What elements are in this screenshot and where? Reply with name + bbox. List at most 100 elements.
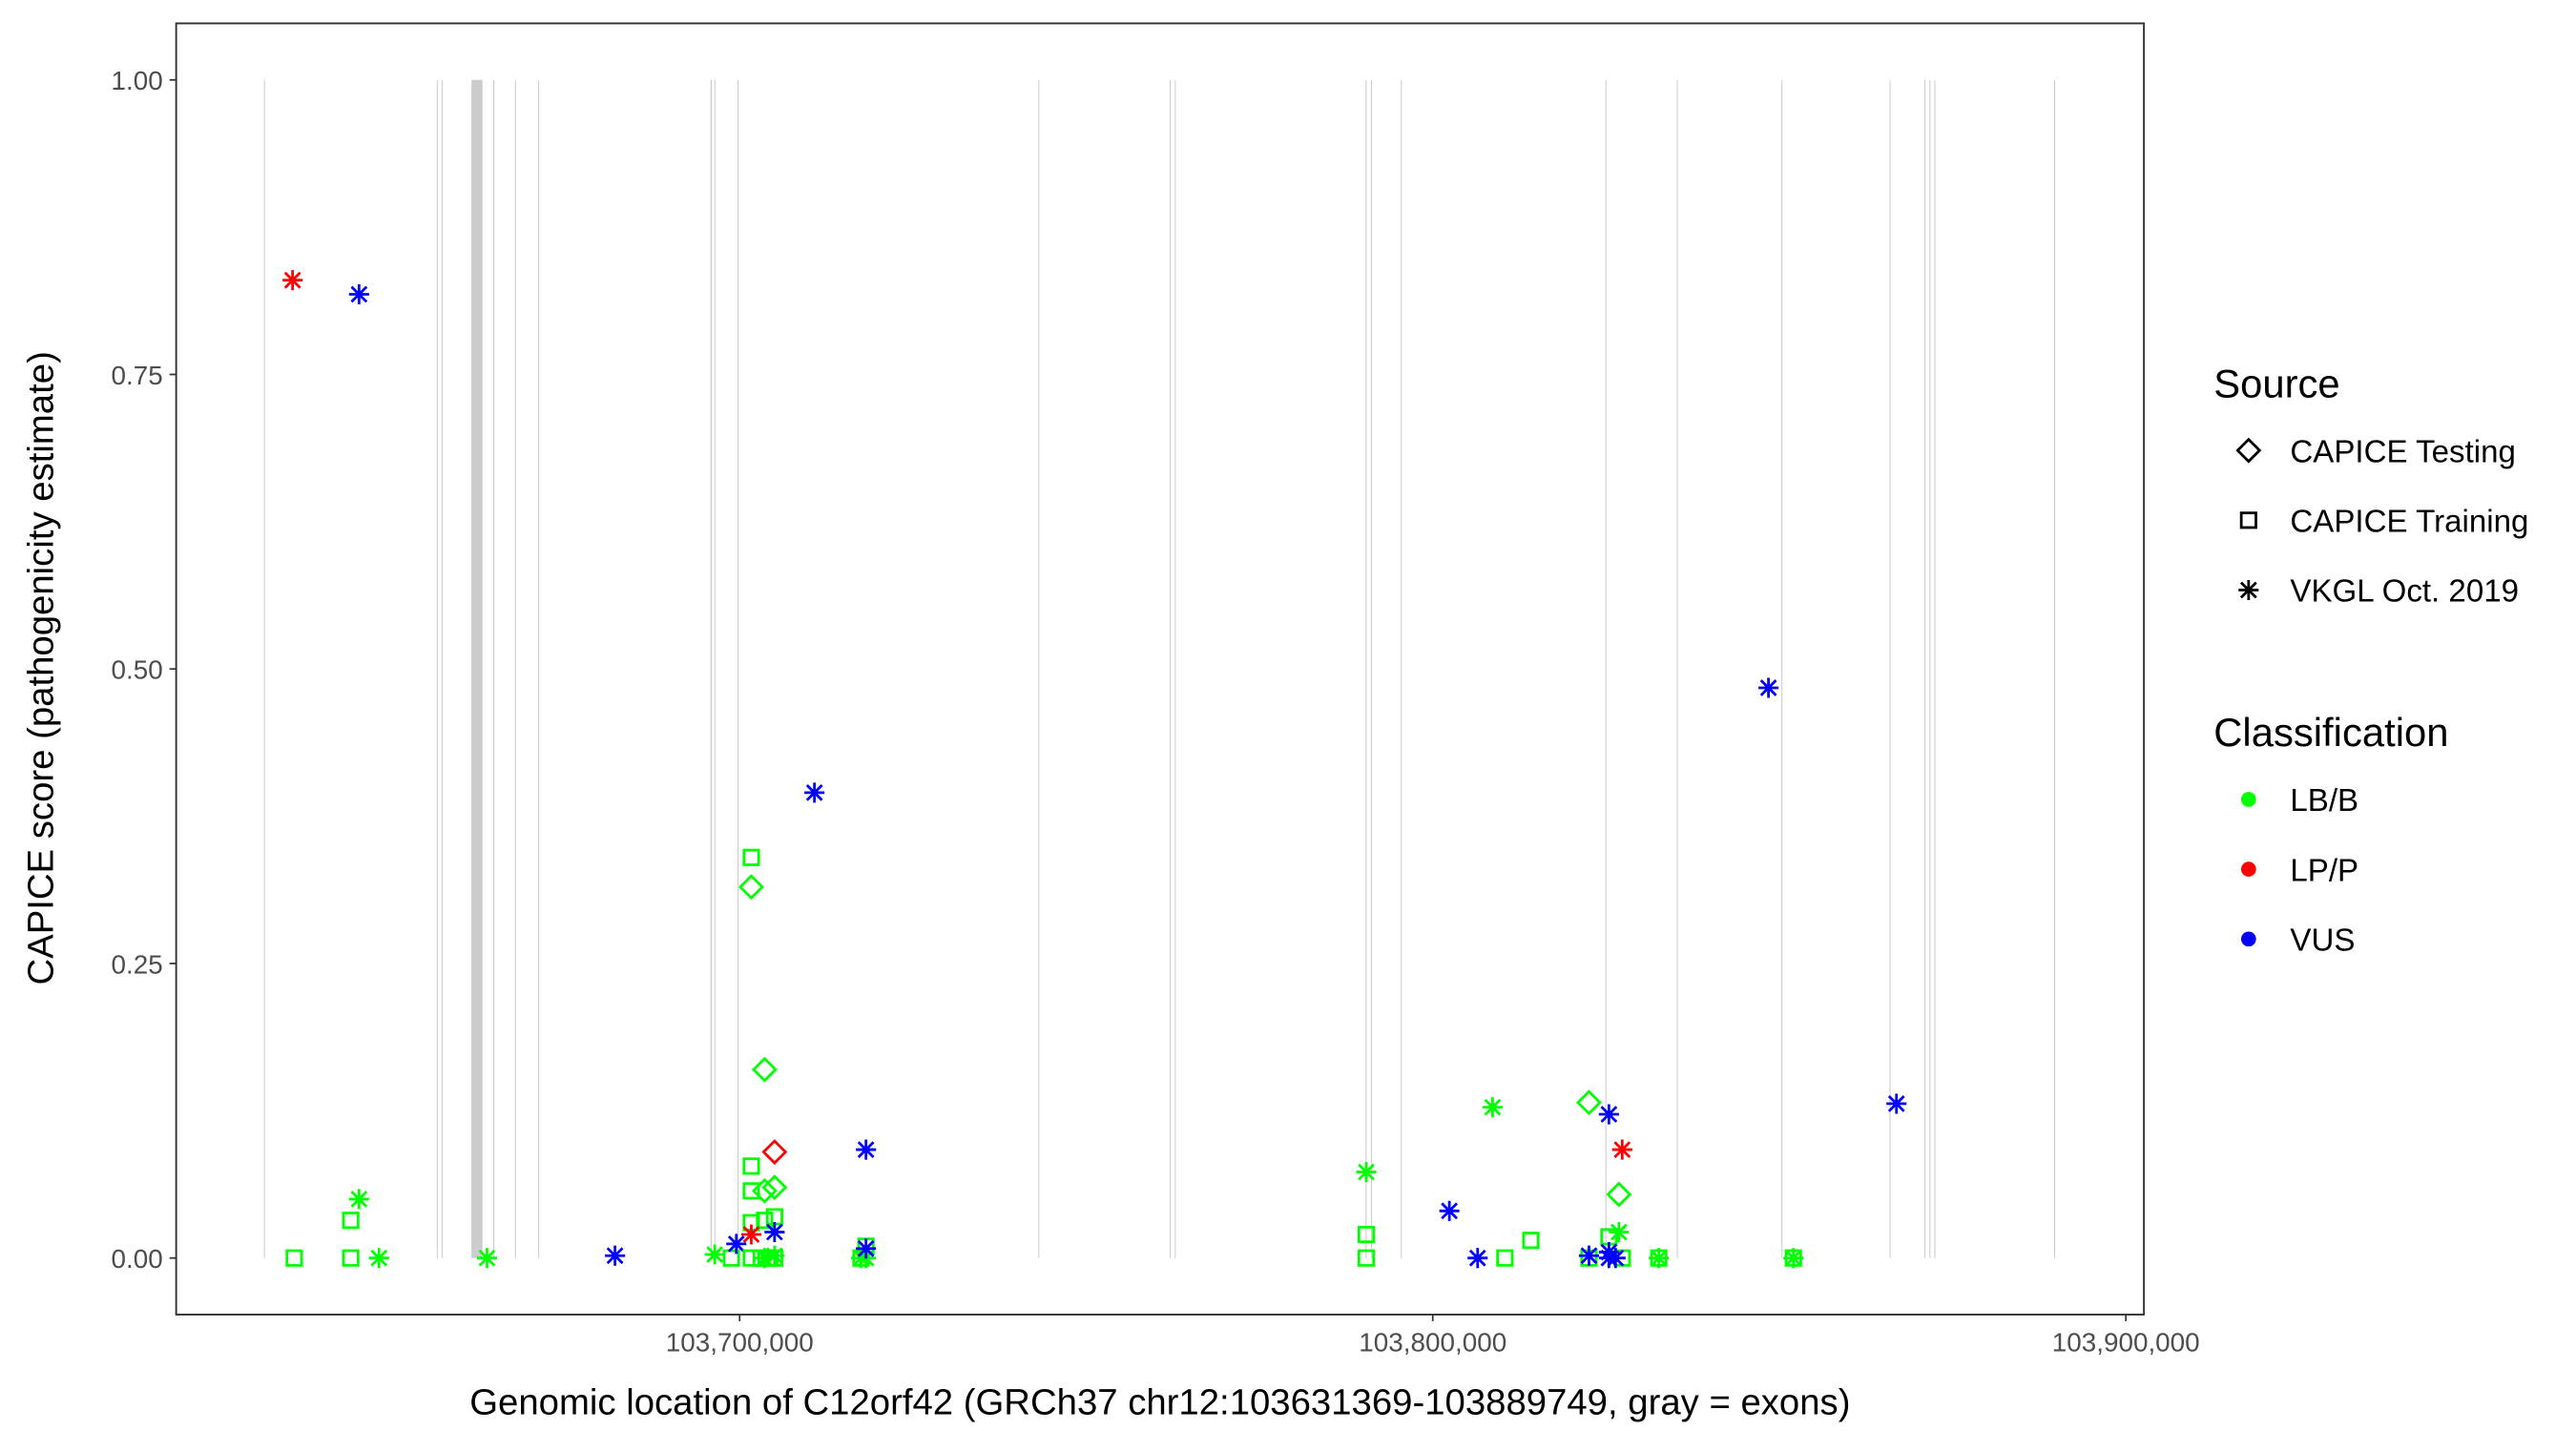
data-point bbox=[1467, 1248, 1488, 1269]
data-point bbox=[1482, 1097, 1503, 1118]
exon-line bbox=[714, 79, 716, 1258]
x-tick-label: 103,900,000 bbox=[2052, 1327, 2200, 1357]
exon-line bbox=[710, 79, 713, 1258]
exon-line bbox=[436, 79, 438, 1258]
legend-key-square-icon bbox=[2239, 511, 2257, 529]
plot-panel bbox=[176, 23, 2145, 1315]
y-tick-label: 0.75 bbox=[111, 361, 162, 390]
exon-line bbox=[263, 79, 265, 1258]
data-points bbox=[282, 270, 1907, 1269]
data-point bbox=[756, 1212, 774, 1230]
data-point bbox=[605, 1245, 626, 1266]
legend-source-item: CAPICE Training bbox=[2290, 505, 2528, 540]
legend: Source CAPICE Testing CAPICE Training VKGL… bbox=[2213, 361, 2528, 958]
legend-key-dot-icon bbox=[2241, 792, 2256, 807]
data-point bbox=[1496, 1249, 1514, 1267]
data-point bbox=[856, 1139, 877, 1160]
data-point bbox=[282, 270, 303, 291]
data-point bbox=[1783, 1248, 1804, 1269]
exon-line bbox=[1781, 79, 1783, 1258]
y-tick-label: 0.00 bbox=[111, 1244, 162, 1274]
data-point bbox=[742, 1157, 760, 1175]
legend-source-item: VKGL Oct. 2019 bbox=[2290, 574, 2519, 610]
y-axis-title: CAPICE score (pathogenicity estimate) bbox=[21, 351, 62, 985]
exon-line bbox=[1174, 79, 1176, 1258]
legend-source-title: Source bbox=[2213, 361, 2339, 405]
data-point bbox=[1357, 1225, 1376, 1244]
y-tick-label: 0.50 bbox=[111, 655, 162, 685]
data-point bbox=[742, 1182, 760, 1200]
legend-key-asterisk-icon bbox=[2238, 579, 2259, 601]
data-point bbox=[1606, 1181, 1632, 1208]
exon-line bbox=[1889, 79, 1891, 1258]
data-point bbox=[1598, 1104, 1619, 1125]
exon-line bbox=[1924, 79, 1926, 1258]
exon-lines bbox=[263, 79, 2056, 1258]
exon-line bbox=[514, 79, 516, 1258]
data-point bbox=[1357, 1249, 1376, 1267]
exon-line bbox=[1038, 79, 1040, 1258]
legend-source-item: CAPICE Testing bbox=[2290, 434, 2516, 469]
exon-line bbox=[1605, 79, 1607, 1258]
data-point bbox=[1609, 1221, 1630, 1243]
x-axis: 103,700,000 103,800,000 103,900,000 bbox=[666, 1314, 2200, 1357]
x-tick-label: 103,700,000 bbox=[666, 1327, 814, 1357]
data-point bbox=[1758, 677, 1779, 698]
data-point bbox=[1522, 1232, 1540, 1250]
data-point bbox=[1598, 1248, 1619, 1269]
exon-line bbox=[1934, 79, 1936, 1258]
y-tick-label: 1.00 bbox=[111, 66, 162, 95]
data-point bbox=[764, 1221, 785, 1243]
exon-line bbox=[1929, 79, 1931, 1258]
exon-line bbox=[1401, 79, 1402, 1258]
data-point bbox=[764, 1245, 785, 1266]
legend-classification-title: Classification bbox=[2213, 710, 2448, 755]
exon-line bbox=[737, 79, 739, 1258]
legend-key-diamond-icon bbox=[2235, 437, 2262, 464]
x-tick-label: 103,800,000 bbox=[1359, 1327, 1506, 1357]
data-point bbox=[368, 1248, 389, 1269]
data-point bbox=[1886, 1093, 1907, 1114]
y-axis: 0.00 0.25 0.50 0.75 1.00 bbox=[111, 66, 177, 1274]
legend-class-item: LP/P bbox=[2290, 853, 2358, 888]
legend-class-item: LB/B bbox=[2290, 783, 2358, 819]
exon-line bbox=[471, 79, 483, 1258]
exon-line bbox=[2054, 79, 2056, 1258]
data-point bbox=[342, 1249, 360, 1267]
data-point bbox=[751, 1177, 778, 1204]
data-point bbox=[1578, 1245, 1600, 1266]
data-point bbox=[1611, 1139, 1632, 1160]
data-point bbox=[704, 1244, 725, 1265]
exon-line bbox=[1365, 79, 1367, 1258]
data-point bbox=[804, 782, 825, 803]
exon-line bbox=[1676, 79, 1678, 1258]
data-point bbox=[856, 1238, 877, 1259]
exon-line bbox=[1370, 79, 1372, 1258]
x-axis-title: Genomic location of C12orf42 (GRCh37 chr… bbox=[469, 1381, 1850, 1422]
data-point bbox=[1649, 1248, 1670, 1269]
exon-line bbox=[1170, 79, 1172, 1258]
legend-class-item: VUS bbox=[2290, 923, 2355, 958]
data-point bbox=[740, 1224, 762, 1245]
data-point bbox=[761, 1174, 788, 1201]
exon-line bbox=[441, 79, 443, 1258]
data-point bbox=[726, 1234, 747, 1255]
legend-key-dot-icon bbox=[2241, 861, 2256, 877]
exon-line bbox=[493, 79, 495, 1258]
legend-key-dot-icon bbox=[2241, 931, 2256, 947]
data-point bbox=[761, 1139, 788, 1166]
data-point bbox=[751, 1056, 778, 1083]
y-tick-label: 0.25 bbox=[111, 949, 162, 979]
data-point bbox=[342, 1212, 360, 1230]
data-point bbox=[285, 1249, 303, 1267]
data-point bbox=[737, 874, 764, 901]
data-point bbox=[754, 1248, 775, 1269]
exon-line bbox=[538, 79, 540, 1258]
data-point bbox=[1439, 1200, 1460, 1221]
data-point bbox=[1576, 1089, 1602, 1116]
data-point bbox=[476, 1248, 498, 1269]
data-point bbox=[742, 848, 760, 866]
data-point bbox=[348, 283, 369, 305]
data-point bbox=[348, 1189, 369, 1210]
